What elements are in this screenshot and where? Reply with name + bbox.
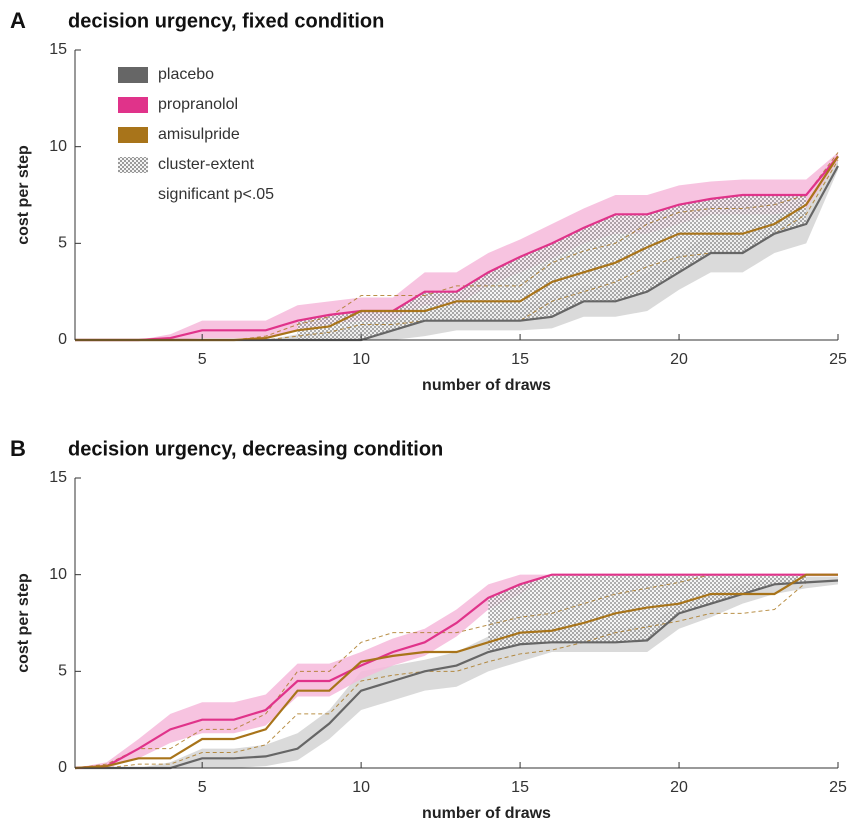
x-tick-label: 5 (198, 351, 207, 368)
y-tick-label: 15 (49, 469, 67, 486)
y-tick-label: 5 (58, 235, 67, 252)
legend-label: placebo (158, 66, 214, 83)
y-tick-label: 0 (58, 759, 67, 776)
legend-label: amisulpride (158, 126, 240, 143)
panel-label: B (10, 436, 26, 461)
confidence-band (75, 574, 838, 768)
confidence-band (75, 576, 838, 768)
y-tick-label: 5 (58, 663, 67, 680)
x-tick-label: 20 (670, 779, 688, 796)
series-line (75, 155, 839, 342)
legend-label: propranolol (158, 96, 238, 113)
series-line (74, 573, 838, 770)
legend-label: cluster-extent (158, 156, 255, 173)
x-tick-label: 20 (670, 351, 688, 368)
y-axis-label: cost per step (15, 145, 32, 245)
y-tick-label: 10 (49, 566, 67, 583)
x-axis-label: number of draws (422, 805, 551, 822)
panel-label: A (10, 8, 26, 33)
series-line (74, 573, 838, 770)
x-axis-label: number of draws (422, 377, 551, 394)
x-tick-label: 5 (198, 779, 207, 796)
x-tick-label: 10 (352, 351, 370, 368)
series-line (75, 579, 839, 770)
confidence-band (75, 152, 838, 340)
y-tick-label: 15 (49, 41, 67, 58)
legend-label: significant p<.05 (158, 186, 274, 203)
y-axis-label: cost per step (15, 573, 32, 673)
x-tick-label: 25 (829, 351, 847, 368)
y-tick-label: 0 (58, 331, 67, 348)
chart-title: decision urgency, fixed condition (68, 10, 384, 32)
confidence-bound (75, 579, 839, 769)
chart-title: decision urgency, decreasing condition (68, 438, 443, 460)
legend-swatch (118, 97, 148, 113)
confidence-band (75, 160, 838, 340)
x-tick-label: 15 (511, 351, 529, 368)
legend-swatch (118, 157, 148, 173)
legend-swatch (118, 67, 148, 83)
cluster-hatch (297, 195, 807, 340)
x-tick-label: 25 (829, 779, 847, 796)
x-tick-label: 15 (511, 779, 529, 796)
x-tick-label: 10 (352, 779, 370, 796)
y-tick-label: 10 (49, 138, 67, 155)
legend-swatch (118, 127, 148, 143)
